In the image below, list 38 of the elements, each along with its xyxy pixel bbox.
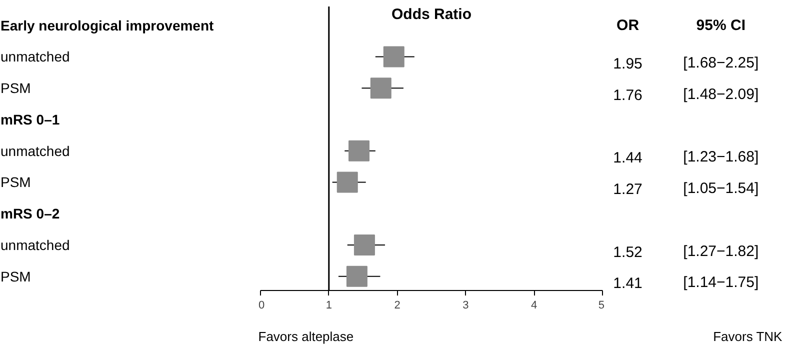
y-tick-label: PSM xyxy=(0,268,31,284)
x-tick-label: 4 xyxy=(531,300,538,312)
y-tick-label: unmatched xyxy=(0,142,70,159)
text: 95% CI xyxy=(696,16,746,34)
y-tick-label: mRS 0–1 xyxy=(0,111,60,128)
y-tick-label: PSM xyxy=(0,80,31,96)
point xyxy=(348,140,370,162)
y-tick-label: PSM xyxy=(0,174,31,190)
data-label: 1.76 xyxy=(613,86,642,104)
data-label: 1.52 xyxy=(613,244,642,261)
x-tick-label: 1 xyxy=(326,300,332,312)
point xyxy=(354,234,375,256)
point xyxy=(336,172,358,193)
text: Favors TNK xyxy=(713,329,783,344)
data-label: 1.41 xyxy=(613,275,642,292)
point xyxy=(370,78,392,99)
text: [1.05−1.54] xyxy=(683,180,759,198)
x-tick-label: 0 xyxy=(258,300,265,312)
text: OR xyxy=(616,16,640,34)
point xyxy=(383,46,404,68)
y-tick-label: unmatched xyxy=(0,48,70,65)
x-tick-label: 5 xyxy=(598,300,605,312)
text: [1.27−1.82] xyxy=(683,242,759,260)
text: Favors alteplase xyxy=(258,329,354,344)
text: [1.14−1.75] xyxy=(683,274,759,292)
text: [1.23−1.68] xyxy=(683,148,759,166)
point xyxy=(346,266,368,287)
data-label: 1.27 xyxy=(613,181,642,198)
chart-title: Odds Ratio xyxy=(392,6,472,23)
x-tick-label: 3 xyxy=(462,300,469,312)
y-tick-label: mRS 0–2 xyxy=(0,206,60,222)
data-label: 1.95 xyxy=(613,55,642,72)
text: [1.48−2.09] xyxy=(683,86,759,103)
y-tick-label: Early neurological improvement xyxy=(0,17,214,34)
text: [1.68−2.25] xyxy=(683,54,759,72)
data-label: 1.44 xyxy=(613,150,642,167)
y-tick-label: unmatched xyxy=(0,236,70,253)
x-tick-label: 2 xyxy=(394,300,400,312)
